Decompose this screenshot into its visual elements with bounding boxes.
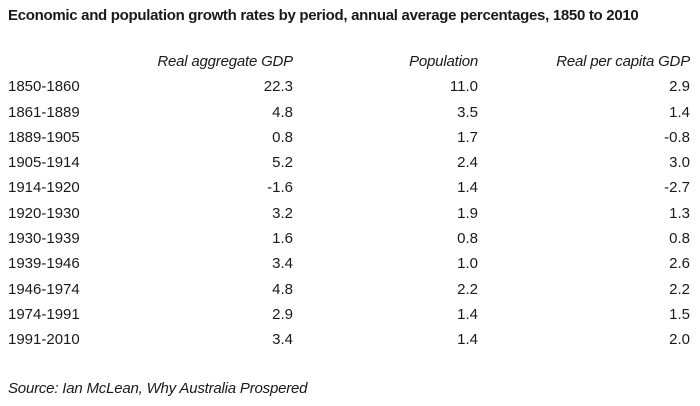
column-header-real-aggregate-gdp: Real aggregate GDP: [157, 53, 293, 70]
value-cell: 11.0: [449, 78, 478, 96]
table-row: 1861-1889 4.8 3.5 1.4: [8, 100, 690, 125]
period-cell: 1974-1991: [8, 305, 80, 323]
table-row: 1939-1946 3.4 1.0 2.6: [8, 251, 690, 276]
period-cell: 1939-1946: [8, 255, 80, 273]
value-cell: 2.2: [457, 280, 478, 298]
source-note: Source: Ian McLean, Why Australia Prospe…: [8, 379, 308, 397]
period-cell: 1991-2010: [8, 331, 80, 349]
period-cell: 1930-1939: [8, 230, 80, 248]
value-cell: 1.3: [669, 204, 690, 222]
value-cell: 3.5: [457, 103, 478, 121]
period-cell: 1889-1905: [8, 128, 80, 146]
value-cell: 1.5: [669, 305, 690, 323]
column-header-real-per-capita-gdp: Real per capita GDP: [556, 53, 690, 70]
value-cell: 2.0: [669, 331, 690, 349]
table-row: 1905-1914 5.2 2.4 3.0: [8, 150, 690, 175]
column-header-period: [8, 49, 118, 74]
period-cell: 1920-1930: [8, 204, 80, 222]
table-row: 1974-1991 2.9 1.4 1.5: [8, 302, 690, 327]
value-cell: 4.8: [272, 280, 293, 298]
value-cell: 1.6: [272, 230, 293, 248]
value-cell: 3.2: [272, 204, 293, 222]
value-cell: 1.4: [669, 103, 690, 121]
value-cell: 1.4: [457, 331, 478, 349]
value-cell: 2.4: [457, 154, 478, 172]
value-cell: 1.4: [457, 305, 478, 323]
table-row: 1850-1860 22.3 11.0 2.9: [8, 74, 690, 99]
value-cell: 3.4: [272, 331, 293, 349]
period-cell: 1946-1974: [8, 280, 80, 298]
period-cell: 1905-1914: [8, 154, 80, 172]
value-cell: 1.7: [457, 128, 478, 146]
table-row: 1914-1920 -1.6 1.4 -2.7: [8, 175, 690, 200]
period-cell: 1914-1920: [8, 179, 80, 197]
column-header-population: Population: [409, 53, 478, 70]
value-cell: 4.8: [272, 103, 293, 121]
value-cell: 22.3: [263, 78, 293, 96]
value-cell: 2.2: [669, 280, 690, 298]
table-row: 1889-1905 0.8 1.7 -0.8: [8, 125, 690, 150]
value-cell: 0.8: [272, 128, 293, 146]
table-header-row: Real aggregate GDP Population Real per c…: [8, 49, 690, 74]
table-row: 1991-2010 3.4 1.4 2.0: [8, 327, 690, 352]
table-row: 1920-1930 3.2 1.9 1.3: [8, 201, 690, 226]
period-cell: 1850-1860: [8, 78, 80, 96]
value-cell: -2.7: [664, 179, 690, 197]
period-cell: 1861-1889: [8, 103, 80, 121]
value-cell: 0.8: [457, 230, 478, 248]
value-cell: 3.0: [669, 154, 690, 172]
value-cell: -1.6: [267, 179, 293, 197]
value-cell: 1.0: [457, 255, 478, 273]
value-cell: 1.4: [457, 179, 478, 197]
page-title: Economic and population growth rates by …: [8, 7, 639, 24]
value-cell: 2.9: [272, 305, 293, 323]
value-cell: 1.9: [457, 204, 478, 222]
value-cell: 3.4: [272, 255, 293, 273]
table-row: 1930-1939 1.6 0.8 0.8: [8, 226, 690, 251]
growth-rates-table: Real aggregate GDP Population Real per c…: [8, 49, 690, 353]
value-cell: 5.2: [272, 154, 293, 172]
value-cell: 2.9: [669, 78, 690, 96]
value-cell: 2.6: [669, 255, 690, 273]
value-cell: 0.8: [669, 230, 690, 248]
table-row: 1946-1974 4.8 2.2 2.2: [8, 277, 690, 302]
value-cell: -0.8: [664, 128, 690, 146]
